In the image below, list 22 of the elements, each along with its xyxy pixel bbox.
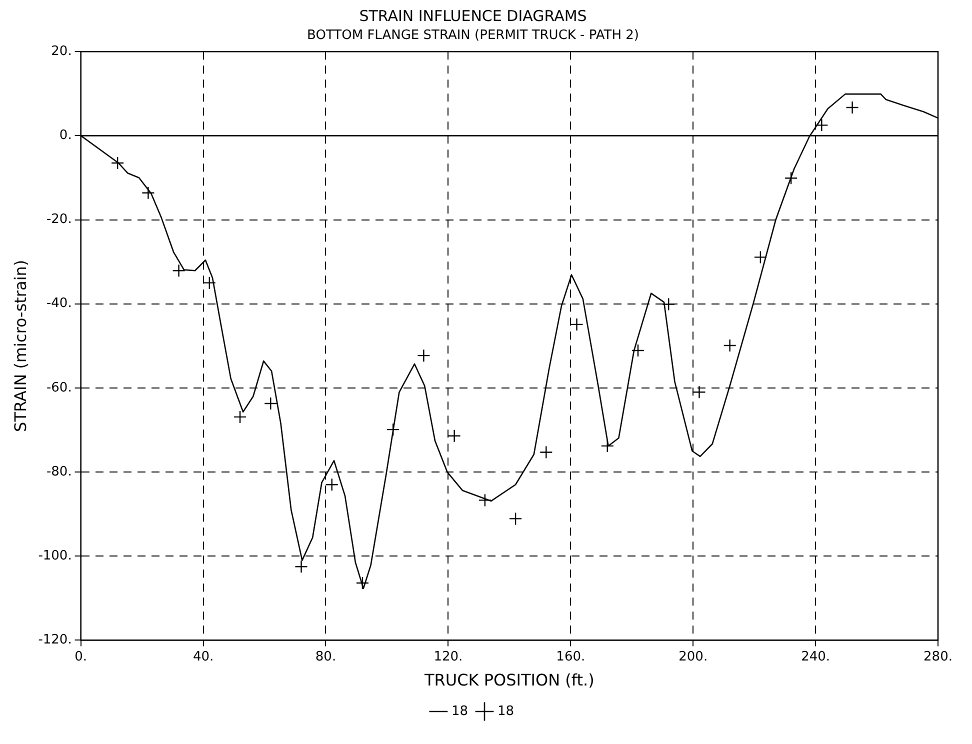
- x-tick-label: 280.: [924, 649, 952, 664]
- y-tick-label: -40.: [46, 296, 72, 312]
- x-tick-label: 240.: [801, 649, 830, 664]
- y-tick-label: -80.: [46, 464, 72, 480]
- y-tick-label: -120.: [38, 632, 72, 648]
- x-tick-label: 0.: [74, 649, 88, 664]
- chart-title: STRAIN INFLUENCE DIAGRAMS: [359, 6, 587, 25]
- y-tick-label: -100.: [38, 548, 72, 564]
- y-tick-label: -20.: [46, 212, 72, 228]
- y-tick-label: -60.: [46, 380, 72, 396]
- x-tick-label: 40.: [192, 649, 214, 664]
- x-tick-label: 120.: [434, 649, 463, 664]
- x-tick-label: 200.: [678, 649, 708, 664]
- x-axis-title: TRUCK POSITION (ft.): [424, 670, 594, 690]
- y-tick-label: 0.: [59, 128, 72, 144]
- chart-subtitle: BOTTOM FLANGE STRAIN (PERMIT TRUCK - PATH 2): [307, 28, 639, 44]
- x-tick-label: 80.: [315, 649, 336, 664]
- y-tick-label: 20.: [51, 44, 72, 59]
- legend-label: 18: [451, 704, 468, 719]
- legend-label: 18: [498, 704, 514, 719]
- x-tick-label: 160.: [556, 649, 586, 664]
- y-axis-title: STRAIN (micro-strain): [10, 260, 30, 432]
